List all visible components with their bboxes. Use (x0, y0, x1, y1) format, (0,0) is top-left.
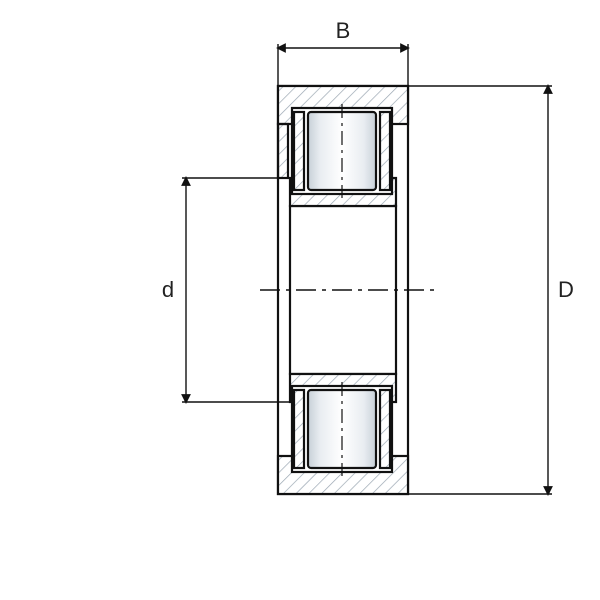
cage-lip (278, 124, 288, 178)
cage-lip-bottom-left (294, 390, 304, 468)
cage-lip-top-left (294, 112, 304, 190)
dimension-label-B: B (336, 18, 351, 43)
bearing-cross-section-diagram: B d D (0, 0, 600, 600)
dimension-label-d: d (162, 277, 174, 302)
dimension-label-D: D (558, 277, 574, 302)
cage-lip-bottom-right (380, 390, 390, 468)
cage-lip-top-right (380, 112, 390, 190)
